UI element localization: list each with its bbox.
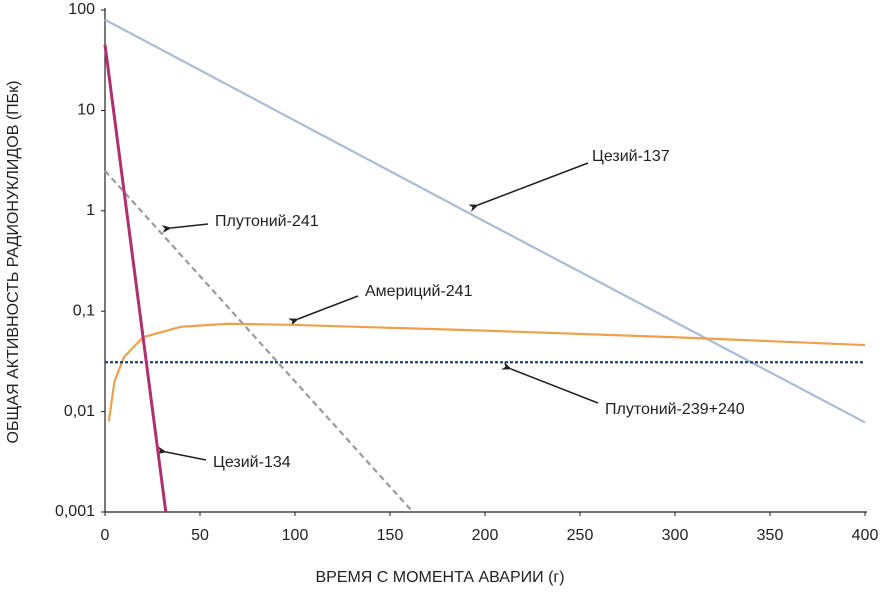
x-tick-label: 0: [101, 527, 110, 544]
arrow: [156, 446, 207, 461]
arrow: [501, 361, 599, 404]
series-label: Америций-241: [365, 283, 473, 300]
y-tick-label: 100: [68, 1, 95, 18]
y-tick-label: 0,001: [55, 503, 95, 520]
x-tick-label: 250: [567, 527, 594, 544]
arrow: [288, 295, 359, 326]
x-tick-label: 400: [852, 527, 879, 544]
y-tick-label: 0,1: [73, 302, 95, 319]
series-line: [103, 44, 168, 513]
x-tick-label: 100: [282, 527, 309, 544]
arrow: [161, 223, 209, 233]
x-tick-label: 300: [662, 527, 689, 544]
x-tick-label: 50: [191, 527, 209, 544]
x-axis-label: ВРЕМЯ С МОМЕНТА АВАРИИ (г): [315, 569, 564, 586]
y-axis-label: ОБЩАЯ АКТИВНОСТЬ РАДИОНУКЛИДОВ (ПБк): [5, 81, 22, 444]
y-tick-label: 1: [86, 202, 95, 219]
series-label: Цезий-134: [213, 454, 291, 471]
x-tick-label: 150: [377, 527, 404, 544]
series-line: [104, 18, 866, 424]
series-line: [104, 170, 414, 513]
series-line: [107, 322, 866, 422]
x-tick-label: 200: [472, 527, 499, 544]
series-label: Цезий-137: [592, 148, 670, 165]
y-tick-label: 10: [77, 102, 95, 119]
arrow: [468, 162, 589, 212]
annotation-arrows: [156, 162, 599, 461]
x-tick-label: 350: [757, 527, 784, 544]
series-label: Плутоний-241: [215, 213, 319, 230]
y-tick-label: 0,01: [64, 403, 95, 420]
series-label: Плутоний-239+240: [605, 401, 745, 418]
